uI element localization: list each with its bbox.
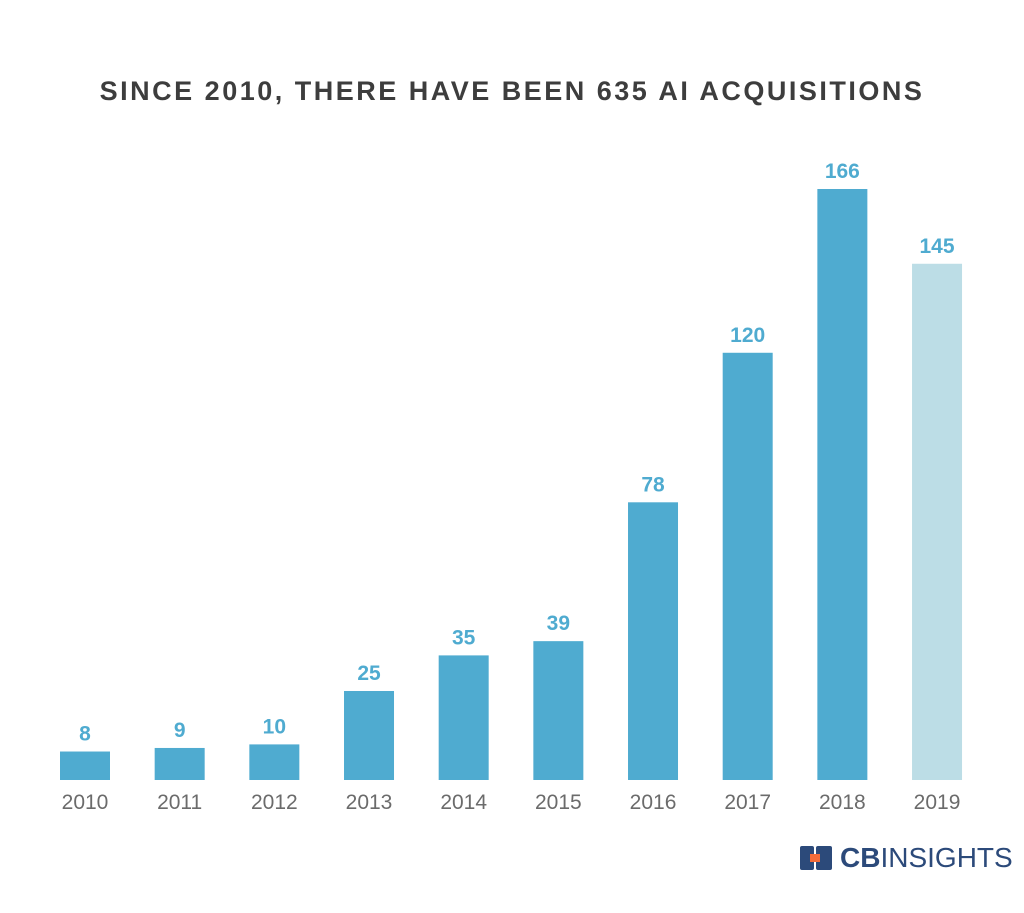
bar-2013: [344, 690, 395, 780]
logo-cb-text: CB: [840, 842, 881, 873]
bar-2014: [438, 655, 489, 780]
x-tick-label-2018: 2018: [819, 791, 866, 814]
bar-2012: [249, 744, 300, 780]
x-tick-label-2014: 2014: [440, 791, 487, 814]
x-tick-label-2012: 2012: [251, 791, 298, 814]
logo-insights-text: INSIGHTS: [880, 842, 1013, 873]
x-tick-label-2013: 2013: [346, 791, 393, 814]
value-label-2012: 10: [263, 715, 286, 738]
x-tick-label-2017: 2017: [724, 791, 771, 814]
value-label-2010: 8: [79, 723, 91, 746]
x-tick-label-2016: 2016: [630, 791, 677, 814]
cb-insights-logo: CBINSIGHTS: [800, 838, 1013, 878]
bar-2016: [628, 502, 679, 780]
bar-2011: [154, 747, 205, 780]
value-label-2015: 39: [547, 612, 570, 635]
x-tick-label-2010: 2010: [62, 791, 109, 814]
logo-wordmark: CBINSIGHTS: [840, 842, 1013, 874]
bar-2017: [722, 352, 773, 780]
bar-2019: [912, 263, 963, 781]
value-label-2019: 145: [920, 235, 955, 258]
value-label-2018: 166: [825, 160, 860, 183]
bar-2015: [533, 641, 584, 780]
x-tick-label-2019: 2019: [914, 791, 961, 814]
value-label-2014: 35: [452, 626, 476, 649]
bar-2010: [60, 751, 110, 780]
value-label-2016: 78: [641, 473, 665, 496]
x-tick-label-2011: 2011: [157, 791, 202, 814]
value-label-2013: 25: [357, 662, 381, 685]
bar-2018: [817, 189, 868, 780]
chart-title: SINCE 2010, THERE HAVE BEEN 635 AI ACQUI…: [99, 76, 925, 106]
x-tick-label-2015: 2015: [535, 791, 582, 814]
value-label-2017: 120: [730, 324, 765, 347]
value-label-2011: 9: [174, 719, 186, 742]
cb-logo-mark-icon: [800, 846, 832, 870]
